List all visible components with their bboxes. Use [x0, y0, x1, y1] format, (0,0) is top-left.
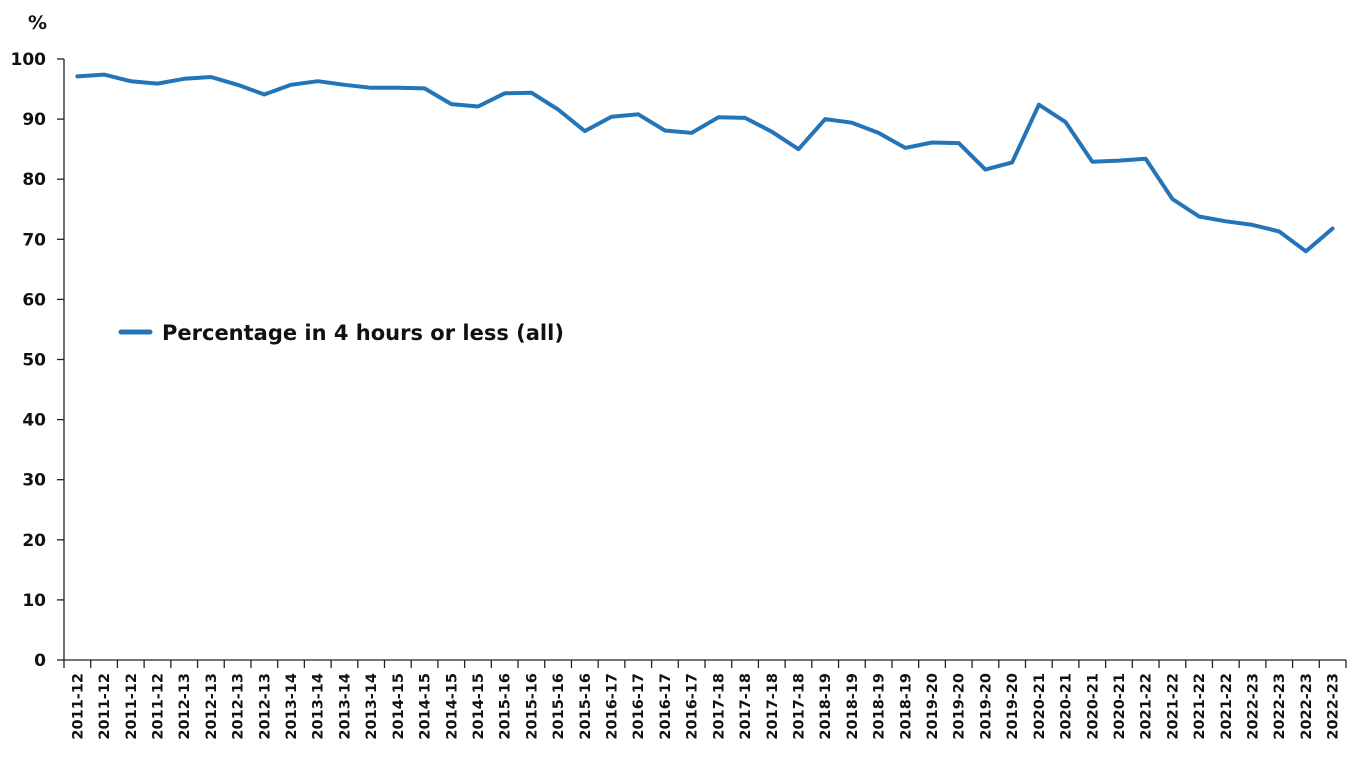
x-axis-ticks: 2011-12 2011-12 2011-12 2011-12 2012-13 2012-… — [64, 660, 1346, 740]
x-tick-label: 2021-22 — [1139, 673, 1155, 740]
x-tick-label: 2011-12 — [97, 673, 113, 740]
x-tick-label: 2012-13 — [231, 673, 247, 740]
x-tick-label: 2017-18 — [765, 673, 781, 740]
x-tick-label: 2012-13 — [204, 673, 220, 740]
y-tick-label: 80 — [22, 170, 46, 190]
x-tick-label: 2018-19 — [818, 673, 834, 740]
x-tick-label: 2014-15 — [471, 673, 487, 740]
x-tick-label: 2015-16 — [551, 673, 567, 740]
x-tick-label: 2014-15 — [418, 673, 434, 740]
x-tick-label: 2013-14 — [284, 673, 300, 740]
x-tick-label: 2011-12 — [70, 673, 86, 740]
x-tick-label: 2021-22 — [1219, 673, 1235, 740]
x-tick-label: 2019-20 — [925, 673, 941, 740]
x-tick-label: 2017-18 — [738, 673, 754, 740]
y-tick-label: 0 — [34, 651, 46, 671]
y-tick-label: 30 — [22, 471, 46, 491]
x-tick-label: 2020-21 — [1032, 673, 1048, 740]
y-tick-label: 20 — [22, 531, 46, 551]
x-tick-label: 2014-15 — [391, 673, 407, 740]
x-tick-label: 2019-20 — [978, 673, 994, 740]
series-group — [77, 75, 1332, 252]
x-tick-label: 2022-23 — [1326, 673, 1342, 740]
y-tick-label: 60 — [22, 290, 46, 310]
x-tick-label: 2015-16 — [498, 673, 514, 740]
y-tick-label: 100 — [11, 50, 47, 70]
x-tick-label: 2012-13 — [177, 673, 193, 740]
x-tick-label: 2016-17 — [658, 673, 674, 740]
x-tick-label: 2021-22 — [1192, 673, 1208, 740]
x-tick-label: 2019-20 — [952, 673, 968, 740]
x-tick-label: 2018-19 — [872, 673, 888, 740]
x-tick-label: 2016-17 — [685, 673, 701, 740]
axes — [64, 59, 1346, 660]
y-tick-label: 50 — [22, 351, 46, 371]
y-tick-label: 40 — [22, 411, 46, 431]
x-tick-label: 2014-15 — [444, 673, 460, 740]
x-tick-label: 2013-14 — [311, 673, 327, 740]
y-tick-label: 70 — [22, 230, 46, 250]
y-axis-unit-label: % — [28, 12, 47, 34]
y-tick-label: 10 — [22, 591, 46, 611]
x-tick-label: 2022-23 — [1299, 673, 1315, 740]
series-line — [77, 75, 1332, 252]
x-tick-label: 2017-18 — [791, 673, 807, 740]
x-tick-label: 2018-19 — [898, 673, 914, 740]
legend-label: Percentage in 4 hours or less (all) — [162, 321, 564, 345]
y-tick-label: 90 — [22, 110, 46, 130]
x-tick-label: 2022-23 — [1246, 673, 1262, 740]
x-tick-label: 2017-18 — [711, 673, 727, 740]
x-tick-label: 2020-21 — [1085, 673, 1101, 740]
x-tick-label: 2016-17 — [631, 673, 647, 740]
legend: Percentage in 4 hours or less (all) — [121, 321, 564, 345]
x-tick-label: 2020-21 — [1112, 673, 1128, 740]
x-tick-label: 2018-19 — [845, 673, 861, 740]
x-tick-label: 2011-12 — [150, 673, 166, 740]
x-tick-label: 2015-16 — [524, 673, 540, 740]
x-tick-label: 2012-13 — [257, 673, 273, 740]
x-tick-label: 2021-22 — [1165, 673, 1181, 740]
x-tick-label: 2020-21 — [1059, 673, 1075, 740]
x-tick-label: 2016-17 — [605, 673, 621, 740]
x-tick-label: 2019-20 — [1005, 673, 1021, 740]
x-tick-label: 2022-23 — [1272, 673, 1288, 740]
x-tick-label: 2011-12 — [124, 673, 140, 740]
x-tick-label: 2013-14 — [337, 673, 353, 740]
x-tick-label: 2013-14 — [364, 673, 380, 740]
y-axis-ticks: 0 10 20 30 40 50 60 70 80 90 100 — [11, 50, 65, 671]
x-tick-label: 2015-16 — [578, 673, 594, 740]
